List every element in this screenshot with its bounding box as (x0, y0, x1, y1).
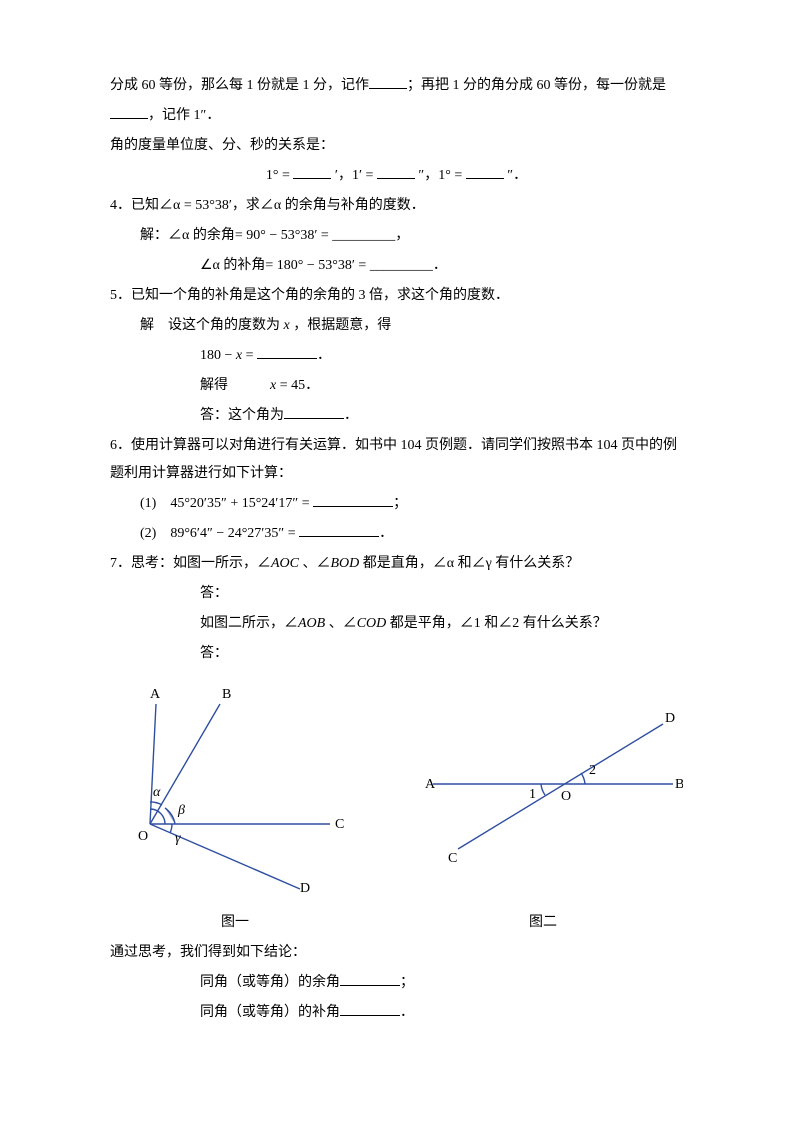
q7a: 答： (110, 580, 683, 608)
p1b: ；再把 1 分的角分成 60 等份，每一份就是 (407, 78, 666, 93)
p1: 分成 60 等份，那么每 1 份就是 1 分，记作 ；再把 1 分的角分成 60 … (110, 72, 683, 100)
figure-row: A B C D O α β γ 图一 A B (110, 674, 683, 937)
q5b: 180 − x = ． (110, 342, 683, 370)
q5a: 解 设这个角的度数为 x ，根据题意，得 (110, 312, 683, 340)
conclusion: 通过思考，我们得到如下结论： (110, 939, 683, 967)
blank (466, 163, 504, 179)
q7b: 如图二所示，∠AOB 、∠COD 都是平角，∠1 和∠2 有什么关系？ (110, 610, 683, 638)
blank (284, 403, 344, 419)
q5d: 答：这个角为． (110, 402, 683, 430)
blank (340, 970, 400, 986)
label-2: 2 (589, 763, 596, 778)
blank (369, 73, 407, 89)
fig1-svg: A B C D O α β γ (110, 674, 360, 894)
label-alpha: α (153, 785, 161, 800)
p1cont: ，记作 1″． (110, 102, 683, 130)
concl2b: ． (400, 1005, 414, 1020)
figcap1: 图一 (110, 909, 360, 937)
figure-one: A B C D O α β γ 图一 (110, 674, 360, 937)
figcap2: 图二 (403, 909, 683, 937)
q5c: 解得 x = 45． (110, 372, 683, 400)
p2: 角的度量单位度、分、秒的关系是： (110, 132, 683, 160)
concl2a: 同角（或等角）的补角 (200, 1005, 340, 1020)
q7c: 答： (110, 640, 683, 668)
label-C: C (335, 817, 344, 832)
figure-two: A B C D O 1 2 图二 (403, 674, 683, 937)
blank (257, 343, 317, 359)
blank (110, 103, 148, 119)
label-O2: O (561, 789, 571, 804)
q4: 4．已知∠α = 53°38′，求∠α 的余角与补角的度数． (110, 192, 683, 220)
label-B: B (222, 687, 231, 702)
label-C2: C (448, 851, 457, 866)
label-D: D (300, 881, 310, 894)
label-O: O (138, 829, 148, 844)
label-beta: β (177, 803, 185, 818)
label-D2: D (665, 711, 675, 726)
page: 分成 60 等份，那么每 1 份就是 1 分，记作 ；再把 1 分的角分成 60 … (0, 0, 793, 1089)
label-1: 1 (529, 787, 536, 802)
blank (293, 163, 331, 179)
label-B2: B (675, 777, 683, 792)
q7: 7．思考：如图一所示，∠AOC 、∠BOD 都是直角，∠α 和∠γ 有什么关系？ (110, 550, 683, 578)
q5: 5．已知一个角的补角是这个角的余角的 3 倍，求这个角的度数． (110, 282, 683, 310)
concl1a: 同角（或等角）的余角 (200, 975, 340, 990)
concl1: 同角（或等角）的余角 ； (110, 969, 683, 997)
label-gamma: γ (175, 831, 181, 846)
label-A: A (150, 687, 161, 702)
q6: 6．使用计算器可以对角进行有关运算．如书中 104 页例题．请同学们按照书本 1… (110, 432, 683, 488)
fig2-svg: A B C D O 1 2 (403, 674, 683, 894)
blank (299, 521, 379, 537)
concl2: 同角（或等角）的补角 ． (110, 999, 683, 1027)
p1a: 分成 60 等份，那么每 1 份就是 1 分，记作 (110, 78, 369, 93)
q4b: ∠α 的补角= 180° − 53°38′ = _________． (110, 252, 683, 280)
blank (377, 163, 415, 179)
q4a: 解：∠α 的余角= 90° − 53°38′ = _________， (110, 222, 683, 250)
blank (313, 491, 393, 507)
q6a: (1) 45°20′35″ + 15°24′17″ = ； (110, 490, 683, 518)
blank (340, 1000, 400, 1016)
q6b: (2) 89°6′4″ − 24°27′35″ = ． (110, 520, 683, 548)
p2f: 1° = ′，1′ = ″，1° = ″． (110, 162, 683, 190)
p1c: ，记作 1″． (148, 108, 220, 123)
concl1b: ； (400, 975, 414, 990)
label-A2: A (425, 777, 436, 792)
